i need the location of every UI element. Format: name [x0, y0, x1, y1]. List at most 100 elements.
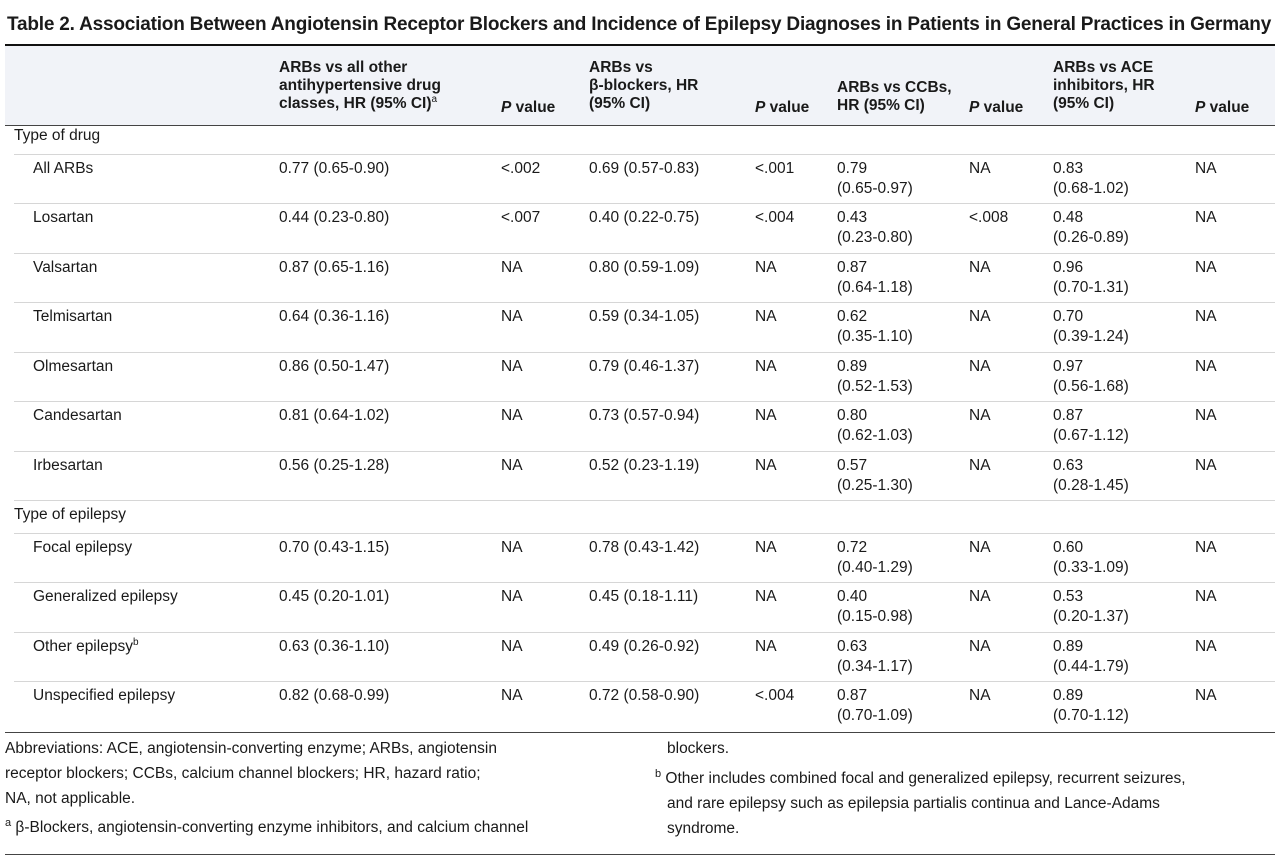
hr-vs-ace: 0.97 (0.56-1.68): [1053, 358, 1129, 395]
p-value: NA: [501, 539, 523, 556]
hr-vs-ccb: 0.80 (0.62-1.03): [837, 407, 913, 444]
p-value: NA: [1195, 407, 1217, 424]
hr-vs-beta: 0.59 (0.34-1.05): [589, 308, 700, 325]
footnote-abbreviations: Abbreviations: ACE, angiotensin-converti…: [5, 740, 497, 807]
hr-vs-ace: 0.96 (0.70-1.31): [1053, 259, 1129, 296]
p-value: NA: [1195, 687, 1217, 704]
footnote-a: a β-Blockers, angiotensin-converting enz…: [5, 816, 529, 836]
p-value: NA: [969, 638, 991, 655]
header-arbs-vs-ccbs: ARBs vs CCBs, HR (95% CI): [837, 79, 952, 114]
hr-vs-beta: 0.72 (0.58-0.90): [589, 687, 700, 704]
p-value: NA: [1195, 259, 1217, 276]
row-label: Candesartan: [33, 407, 122, 424]
row-label: Focal epilepsy: [33, 539, 133, 556]
hr-vs-ace: 0.60 (0.33-1.09): [1053, 539, 1129, 576]
p-value: NA: [969, 308, 991, 325]
p-value: NA: [1195, 588, 1217, 605]
p-value: <.007: [501, 209, 541, 226]
p-value: NA: [1195, 160, 1217, 177]
p-value: NA: [1195, 358, 1217, 375]
row-separator: [14, 302, 1275, 303]
hr-vs-ace: 0.89 (0.44-1.79): [1053, 638, 1129, 675]
p-value: NA: [755, 539, 777, 556]
hr-vs-ccb: 0.63 (0.34-1.17): [837, 638, 913, 675]
header-rule: [5, 125, 1275, 126]
hr-vs-ccb: 0.43 (0.23-0.80): [837, 209, 913, 246]
hr-vs-all: 0.82 (0.68-0.99): [279, 687, 390, 704]
row-label: Olmesartan: [33, 358, 114, 375]
hr-vs-ccb: 0.87 (0.70-1.09): [837, 687, 913, 724]
p-value: <.004: [755, 687, 795, 704]
p-value: NA: [755, 308, 777, 325]
hr-vs-ccb: 0.57 (0.25-1.30): [837, 457, 913, 494]
hr-vs-ccb: 0.87 (0.64-1.18): [837, 259, 913, 296]
p-value: NA: [501, 687, 523, 704]
p-value: NA: [755, 588, 777, 605]
hr-vs-beta: 0.80 (0.59-1.09): [589, 259, 700, 276]
header-p-value-3: P value: [969, 99, 1024, 116]
header-p-value-1: P value: [501, 99, 556, 116]
p-value: NA: [1195, 308, 1217, 325]
hr-vs-all: 0.45 (0.20-1.01): [279, 588, 390, 605]
row-separator: [14, 401, 1275, 402]
p-value: <.002: [501, 160, 541, 177]
row-label: Unspecified epilepsy: [33, 687, 176, 704]
hr-vs-ace: 0.53 (0.20-1.37): [1053, 588, 1129, 625]
header-arbs-vs-ace: ARBs vs ACE inhibitors, HR (95% CI): [1053, 59, 1155, 112]
hr-vs-all: 0.87 (0.65-1.16): [279, 259, 390, 276]
p-value: NA: [755, 259, 777, 276]
p-value: NA: [969, 539, 991, 556]
hr-vs-all: 0.64 (0.36-1.16): [279, 308, 390, 325]
hr-vs-all: 0.44 (0.23-0.80): [279, 209, 390, 226]
p-value: NA: [501, 407, 523, 424]
row-separator: [14, 203, 1275, 204]
header-p-value-4: P value: [1195, 99, 1250, 116]
hr-vs-ace: 0.48 (0.26-0.89): [1053, 209, 1129, 246]
row-separator: [14, 253, 1275, 254]
p-value: <.008: [969, 209, 1009, 226]
hr-vs-ccb: 0.79 (0.65-0.97): [837, 160, 913, 197]
row-label: All ARBs: [33, 160, 94, 177]
hr-vs-beta: 0.49 (0.26-0.92): [589, 638, 700, 655]
p-value: NA: [755, 358, 777, 375]
row-separator: [14, 352, 1275, 353]
hr-vs-beta: 0.40 (0.22-0.75): [589, 209, 700, 226]
hr-vs-beta: 0.73 (0.57-0.94): [589, 407, 700, 424]
hr-vs-ace: 0.63 (0.28-1.45): [1053, 457, 1129, 494]
row-separator: [14, 451, 1275, 452]
header-band: [5, 46, 1275, 126]
hr-vs-beta: 0.79 (0.46-1.37): [589, 358, 700, 375]
footnote-b: b Other includes combined focal and gene…: [655, 767, 1186, 837]
table-end-rule: [5, 732, 1275, 733]
hr-vs-ace: 0.83 (0.68-1.02): [1053, 160, 1129, 197]
hr-vs-all: 0.56 (0.25-1.28): [279, 457, 390, 474]
hr-vs-ace: 0.87 (0.67-1.12): [1053, 407, 1129, 444]
footnote-a-continued: blockers.: [667, 740, 730, 757]
hr-vs-beta: 0.78 (0.43-1.42): [589, 539, 700, 556]
hr-vs-all: 0.81 (0.64-1.02): [279, 407, 390, 424]
p-value: NA: [969, 687, 991, 704]
p-value: NA: [969, 358, 991, 375]
section-type-of-epilepsy: Type of epilepsy: [14, 506, 127, 523]
p-value: NA: [1195, 638, 1217, 655]
title-rule: [5, 44, 1275, 46]
p-value: NA: [501, 259, 523, 276]
row-separator: [14, 632, 1275, 633]
p-value: <.001: [755, 160, 795, 177]
hr-vs-all: 0.70 (0.43-1.15): [279, 539, 390, 556]
p-value: NA: [969, 457, 991, 474]
hr-vs-ace: 0.70 (0.39-1.24): [1053, 308, 1129, 345]
row-separator: [14, 582, 1275, 583]
hr-vs-ace: 0.89 (0.70-1.12): [1053, 687, 1129, 724]
hr-vs-ccb: 0.72 (0.40-1.29): [837, 539, 913, 576]
p-value: NA: [501, 588, 523, 605]
row-label: Other epilepsyb: [33, 636, 139, 655]
header-p-value-2: P value: [755, 99, 810, 116]
p-value: NA: [1195, 457, 1217, 474]
table-title: Table 2. Association Between Angiotensin…: [7, 14, 1272, 35]
p-value: NA: [969, 259, 991, 276]
row-separator: [14, 533, 1275, 534]
row-label: Losartan: [33, 209, 94, 226]
hr-vs-ccb: 0.89 (0.52-1.53): [837, 358, 913, 395]
